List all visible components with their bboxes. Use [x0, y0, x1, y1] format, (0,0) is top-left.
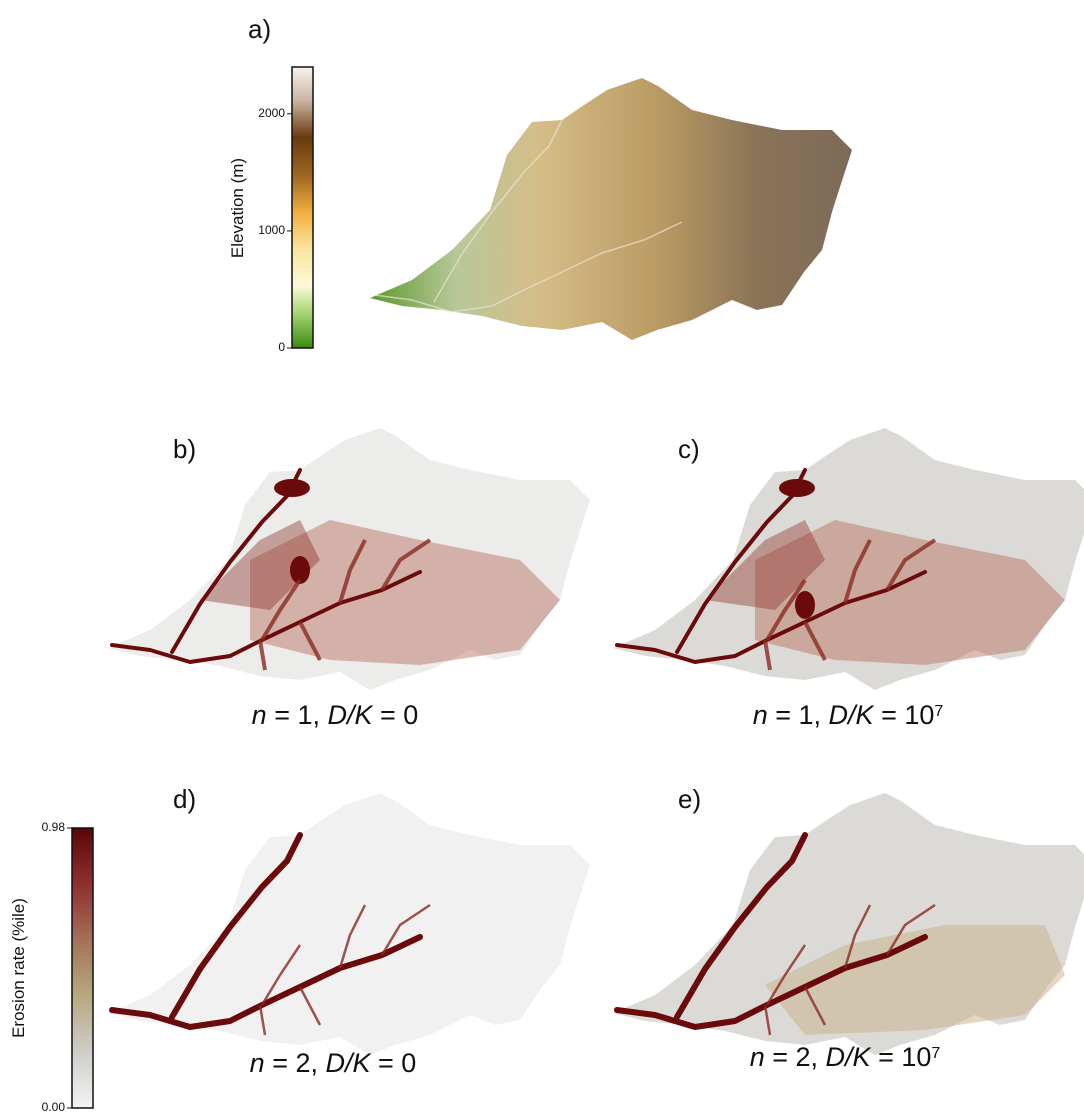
caption-part: = 10 — [874, 700, 935, 730]
tick-label: 1000 — [258, 223, 285, 237]
erosion-map — [108, 428, 590, 690]
panel-label: b) — [173, 434, 196, 464]
caption-part: = 0 — [371, 1048, 417, 1078]
colorbar-label: Erosion rate (%ile) — [9, 898, 28, 1038]
caption-part: n — [252, 700, 267, 730]
panel-caption: n = 2, D/K = 107 — [750, 1042, 941, 1072]
panel-caption: n = 2, D/K = 0 — [250, 1048, 417, 1078]
figure: a) Elevation (m) Erosion rate (%ile) b) n… — [0, 0, 1084, 1114]
caption-part: 7 — [931, 1045, 940, 1062]
caption-part: n — [250, 1048, 265, 1078]
tick-label: 0.00 — [42, 1100, 66, 1114]
colorbar-label: Elevation (m) — [228, 158, 247, 258]
tick-label: 2000 — [258, 106, 285, 120]
panel-label: a) — [248, 14, 271, 44]
caption-part: D/K — [328, 700, 374, 730]
caption-part: = 0 — [373, 700, 419, 730]
tick-label: 0.98 — [42, 820, 66, 834]
caption-part: = 1, — [267, 700, 328, 730]
caption-part: n — [750, 1042, 765, 1072]
erosion-colorbar — [72, 828, 93, 1108]
caption-part: = 10 — [871, 1042, 932, 1072]
panel-caption: n = 1, D/K = 107 — [753, 700, 944, 730]
caption-part: = 1, — [768, 700, 829, 730]
erosion-map — [613, 428, 1084, 690]
panel-caption: n = 1, D/K = 0 — [252, 700, 419, 730]
panel-label: c) — [678, 434, 700, 464]
erosion-map — [613, 793, 1084, 1055]
tick-label: 0 — [278, 340, 285, 354]
caption-part: D/K — [826, 1042, 872, 1072]
caption-part: D/K — [326, 1048, 372, 1078]
caption-part: n — [753, 700, 768, 730]
panel-label: d) — [173, 784, 196, 814]
caption-part: 7 — [934, 703, 943, 720]
caption-part: = 2, — [765, 1042, 826, 1072]
panel-label: e) — [678, 784, 701, 814]
caption-part: = 2, — [265, 1048, 326, 1078]
caption-part: D/K — [829, 700, 875, 730]
erosion-map — [108, 793, 590, 1055]
elevation-map — [370, 78, 852, 340]
elevation-colorbar — [292, 67, 313, 348]
